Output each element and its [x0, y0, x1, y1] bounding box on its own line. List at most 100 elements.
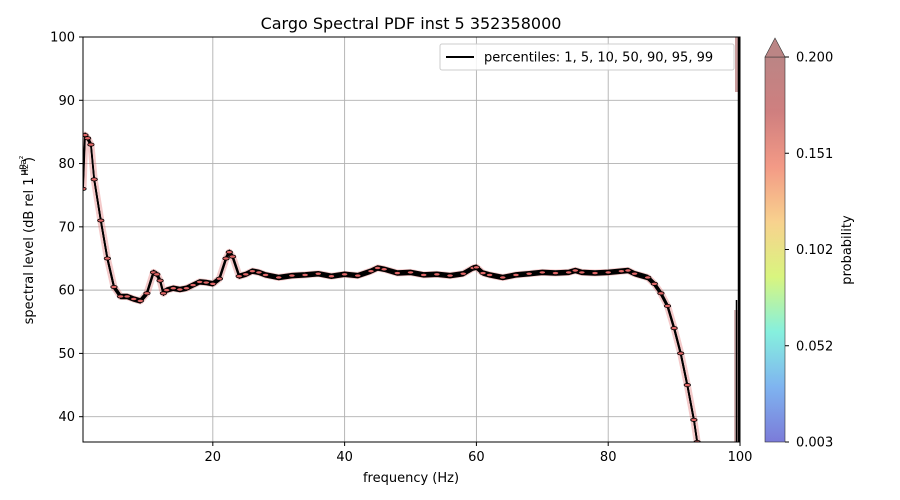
percentile-curves: [83, 131, 701, 442]
data-point: [242, 272, 250, 277]
colorbar-label: probability: [840, 215, 855, 285]
y-tick-label: 90: [58, 94, 75, 109]
percentile-line: [83, 136, 698, 442]
data-point: [433, 272, 441, 277]
data-point: [485, 272, 494, 277]
data-point: [87, 142, 95, 147]
y-axis-label-denominator: Hz: [21, 164, 31, 176]
y-tick-label: 60: [58, 284, 75, 299]
data-point: [677, 351, 685, 356]
data-point: [571, 268, 579, 273]
data-point: [472, 265, 481, 270]
data-point: [288, 273, 296, 278]
y-tick-label: 100: [50, 31, 75, 46]
data-point: [420, 272, 428, 277]
data-point: [604, 270, 612, 275]
data-point: [373, 265, 382, 270]
x-tick-label: 40: [336, 450, 353, 465]
data-point: [644, 275, 652, 280]
data-point: [578, 270, 586, 275]
data-point: [83, 133, 89, 138]
data-point: [354, 273, 362, 278]
data-point: [565, 270, 573, 275]
data-point: [591, 271, 599, 276]
percentile-line: [83, 132, 698, 440]
data-point: [176, 287, 184, 292]
data-point: [215, 276, 224, 281]
data-point: [123, 294, 131, 299]
chart-title: Cargo Spectral PDF inst 5 352358000: [261, 14, 562, 33]
data-point: [136, 298, 144, 303]
data-point: [103, 256, 111, 261]
data-point: [156, 278, 164, 283]
data-point: [225, 250, 233, 255]
data-point: [650, 281, 658, 286]
data-point: [624, 268, 632, 273]
plot-frame: [82, 36, 741, 443]
data-point: [189, 283, 197, 288]
data-point: [169, 286, 177, 291]
data-point: [97, 218, 105, 223]
data-point: [406, 270, 415, 275]
data-point: [202, 280, 210, 285]
data-point: [159, 291, 167, 296]
colorbar-tick-label: 0.102: [796, 243, 833, 258]
x-axis-label: frequency (Hz): [363, 471, 459, 486]
svg-text:spectral level (dB rel 1μPa²Hz: spectral level (dB rel 1 μPa²Hz): [19, 155, 37, 324]
data-point: [222, 256, 230, 261]
data-point: [538, 270, 546, 275]
data-point: [525, 271, 533, 276]
x-tick-label: 60: [468, 450, 485, 465]
data-point: [90, 177, 98, 182]
legend-entry-percentiles: percentiles: 1, 5, 10, 50, 90, 95, 99: [484, 51, 713, 66]
data-point: [209, 281, 217, 286]
y-tick-label: 50: [58, 347, 75, 362]
probability-colorbar: 0.003 0.052 0.102 0.151 0.200 probability: [764, 37, 855, 451]
data-point: [84, 136, 92, 141]
y-axis-label: spectral level (dB rel 1 μPa²Hz): [19, 155, 37, 324]
data-point: [248, 269, 256, 274]
high-frequency-edge-band: [734, 37, 740, 442]
data-point: [446, 273, 454, 278]
legend-box: [439, 43, 735, 71]
data-point: [261, 272, 270, 277]
colorbar-tick-label: 0.151: [796, 147, 833, 162]
colorbar-tick-label: 0.052: [796, 339, 833, 354]
colorbar-gradient: [764, 56, 786, 443]
legend: percentiles: 1, 5, 10, 50, 90, 95, 99: [439, 43, 735, 71]
data-point: [143, 291, 151, 296]
y-axis-label-fraction: μPa²: [19, 155, 29, 175]
grid-lines: [83, 36, 741, 442]
data-point: [367, 269, 375, 274]
y-axis: 40 50 60 70 80 90 100: [50, 31, 83, 425]
data-point: [670, 326, 678, 331]
data-point: [617, 269, 625, 274]
y-tick-label: 40: [58, 410, 75, 425]
y-tick-label: 70: [58, 220, 75, 235]
data-point: [153, 272, 161, 277]
data-point: [196, 279, 204, 284]
data-point: [163, 288, 171, 293]
data-point: [255, 270, 263, 275]
x-tick-label: 100: [728, 450, 753, 465]
colorbar-tick-label: 0.200: [796, 51, 833, 66]
data-point: [182, 286, 191, 291]
data-point: [110, 284, 118, 289]
data-point: [341, 272, 349, 277]
data-point: [512, 272, 520, 277]
data-point: [657, 291, 665, 296]
data-point: [393, 271, 401, 276]
data-point: [663, 303, 672, 308]
data-point: [690, 417, 698, 422]
data-point: [380, 267, 388, 272]
data-point: [116, 294, 125, 299]
data-point: [630, 271, 639, 276]
x-tick-label: 80: [600, 450, 617, 465]
colorbar-extend-arrow: [764, 37, 786, 58]
data-point: [327, 274, 336, 279]
data-point: [499, 275, 507, 280]
y-axis-label-main: spectral level (dB rel 1: [22, 178, 37, 325]
data-point: [235, 274, 243, 279]
x-tick-label: 20: [205, 450, 222, 465]
